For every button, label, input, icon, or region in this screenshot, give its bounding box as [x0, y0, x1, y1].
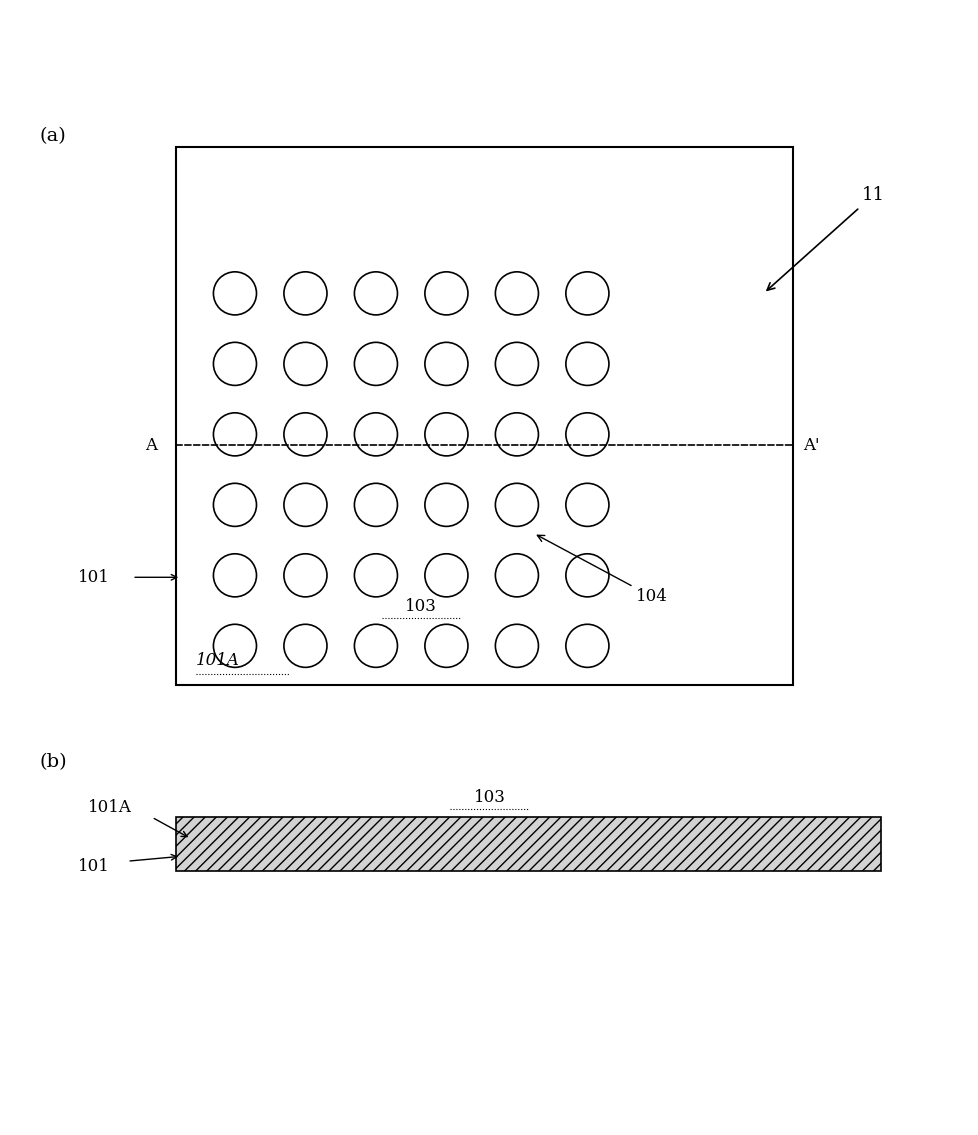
Text: 103: 103 [405, 598, 436, 615]
Text: 101: 101 [78, 858, 111, 875]
Bar [176, 146, 792, 686]
Bar [176, 817, 880, 871]
Text: 104: 104 [537, 536, 668, 605]
Text: 103: 103 [473, 789, 505, 806]
Text: 101A: 101A [196, 651, 240, 669]
Text: A': A' [802, 437, 819, 454]
Text: 101: 101 [78, 569, 111, 586]
Text: 11: 11 [767, 186, 883, 291]
Text: (b): (b) [39, 754, 67, 772]
Text: A: A [145, 437, 156, 454]
Text: (a): (a) [39, 127, 66, 145]
Text: 101A: 101A [88, 799, 132, 816]
